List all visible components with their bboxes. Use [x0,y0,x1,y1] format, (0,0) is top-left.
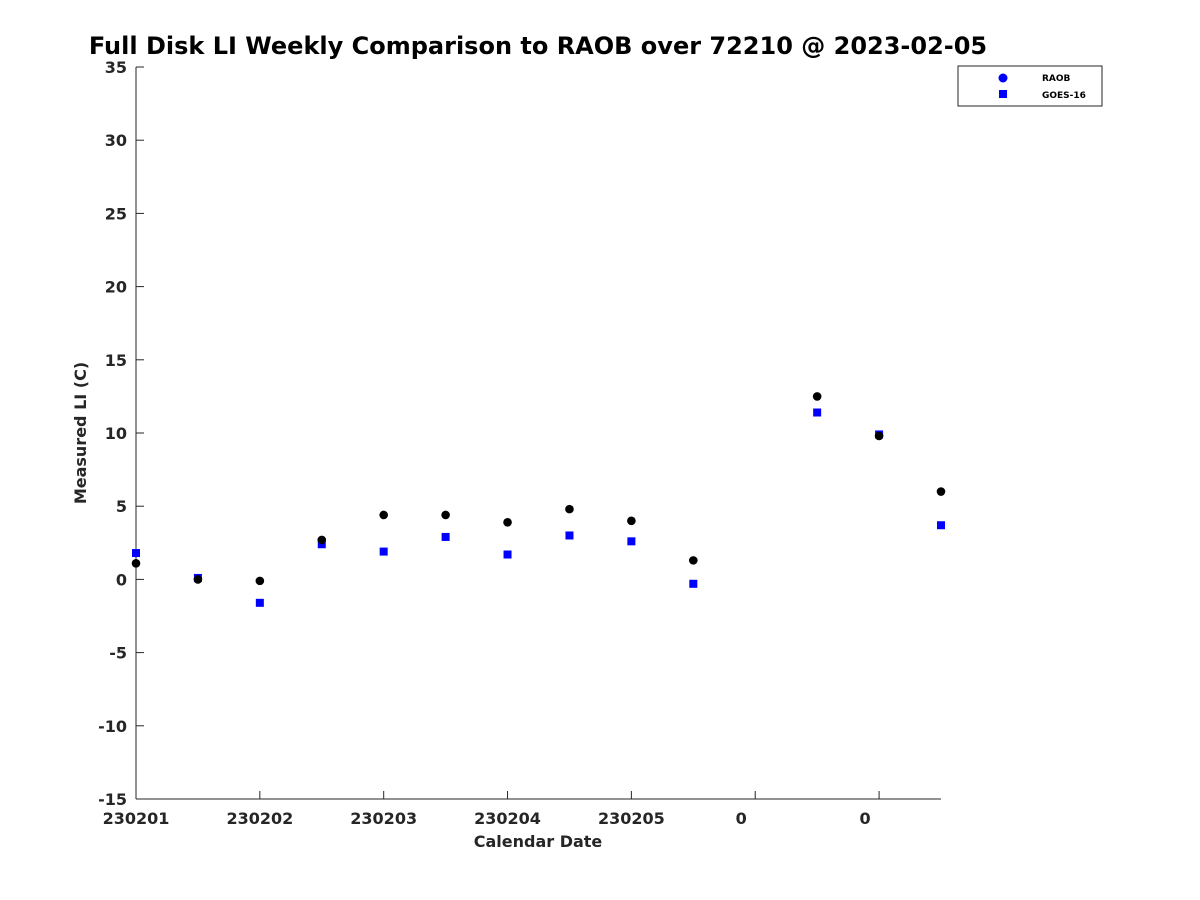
legend: RAOB GOES-16 [957,65,1103,107]
series-goes-16 [132,408,945,607]
y-axis-label: Measured LI (C) [71,362,90,504]
x-tick-label: 230202 [226,809,293,828]
legend-raob-label: RAOB [1042,74,1071,84]
y-tick-label: 0 [116,570,127,589]
x-tick-label: 230203 [350,809,417,828]
data-point-goes-16 [813,408,822,417]
legend-goes16-marker-icon [999,90,1007,98]
data-point-goes-16 [937,521,945,530]
legend-box [957,65,1103,107]
data-point-goes-16 [689,579,698,588]
data-point-raob [689,556,698,565]
data-point-goes-16 [379,547,388,556]
y-tick-label: 25 [105,204,127,223]
data-point-raob [379,510,388,520]
data-point-raob [317,535,327,545]
data-point-raob [627,516,636,526]
x-tick-label: 0 [736,809,747,828]
data-point-goes-16 [132,549,140,558]
y-tick-label: 20 [105,278,127,297]
data-point-raob [255,576,265,586]
data-point-raob [193,575,203,584]
data-point-goes-16 [441,532,450,541]
y-axis-ticks: -15 -10 -5 0 5 10 15 20 25 30 35 [98,58,144,809]
data-point-raob [812,392,822,401]
data-point-raob [503,518,512,527]
y-tick-label: 35 [105,58,127,77]
x-tick-label: 230204 [474,809,541,828]
y-tick-label: 10 [105,424,127,443]
data-point-raob [565,504,574,514]
series-raob [131,392,946,586]
series-layer [131,392,946,607]
x-tick-label: 230201 [103,809,170,828]
x-tick-label: 0 [860,809,871,828]
y-tick-label: 5 [116,497,127,516]
data-point-goes-16 [255,598,264,607]
y-tick-label: -5 [109,644,127,663]
y-tick-label: 15 [105,351,127,370]
data-point-goes-16 [317,540,326,549]
data-point-raob [874,431,884,441]
data-point-raob [131,558,141,568]
x-axis-ticks: 230201 230202 230203 230204 230205 0 0 [103,791,880,828]
data-point-goes-16 [627,537,636,546]
y-tick-label: 30 [105,131,127,150]
data-point-goes-16 [565,531,574,540]
x-axis-label: Calendar Date [474,832,603,851]
chart-title: Full Disk LI Weekly Comparison to RAOB o… [89,32,987,60]
y-tick-label: -10 [98,717,127,736]
data-point-raob [441,510,450,520]
legend-raob-marker-icon [998,73,1008,83]
data-point-raob [936,487,946,496]
legend-goes16-label: GOES-16 [1042,91,1086,101]
y-tick-label: -15 [98,790,127,809]
x-tick-label: 230205 [598,809,665,828]
data-point-goes-16 [503,550,512,559]
